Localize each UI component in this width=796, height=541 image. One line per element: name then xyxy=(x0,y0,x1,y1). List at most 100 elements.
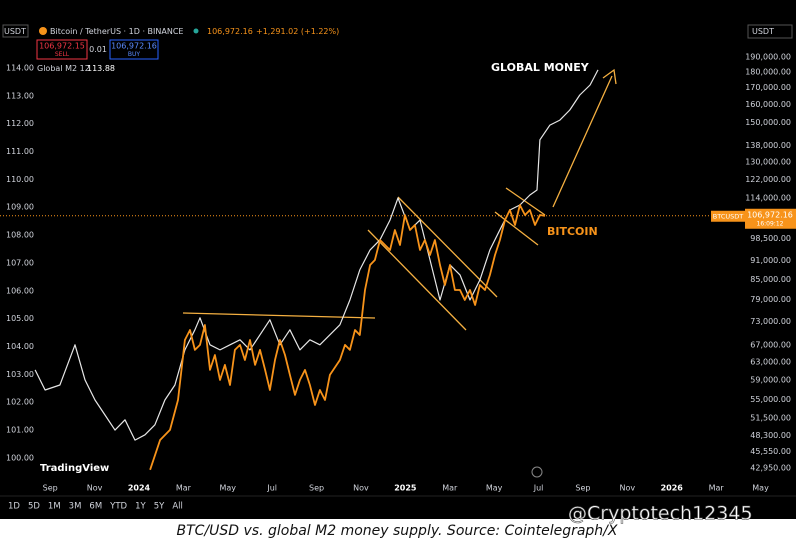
price-tag xyxy=(745,208,796,229)
y-tick-label: 110.00 xyxy=(6,175,34,184)
goto-icon[interactable] xyxy=(531,466,543,478)
range-button[interactable]: 5D xyxy=(28,502,40,512)
arrow-head xyxy=(602,68,617,85)
price-tag-countdown: 16:09:12 xyxy=(757,220,784,227)
y2-tick-label: 190,000.00 xyxy=(745,52,791,61)
symbol-title: Bitcoin / TetherUS · 1D · BINANCE xyxy=(50,27,183,36)
x-tick-label: 2026 xyxy=(661,484,684,493)
y-tick-label: 113.00 xyxy=(6,91,34,100)
x-tick-label: May xyxy=(752,484,769,493)
range-button[interactable]: YTD xyxy=(109,502,127,512)
y2-tick-label: 79,000.00 xyxy=(750,295,791,304)
y-tick-label: 105.00 xyxy=(6,314,34,323)
trendline xyxy=(494,211,539,246)
x-tick-label: 2025 xyxy=(394,484,417,493)
range-button[interactable]: 6M xyxy=(89,502,102,512)
header-price: 106,972.16 xyxy=(207,27,253,36)
y2-tick-label: 59,000.00 xyxy=(750,376,791,385)
annotation: BITCOIN xyxy=(547,225,598,238)
x-tick-label: Mar xyxy=(709,484,725,493)
y-tick-label: 104.00 xyxy=(6,342,34,351)
y2-tick-label: 63,000.00 xyxy=(750,358,791,367)
arrow xyxy=(552,75,613,208)
x-tick-label: Nov xyxy=(620,484,636,493)
trendline xyxy=(367,229,467,331)
currency-box[interactable] xyxy=(2,24,29,38)
range-buttons: 1D 5D 1M 3M 6M YTD 1Y 5Y All xyxy=(8,502,183,512)
series-line xyxy=(34,69,599,441)
x-tick-label: Sep xyxy=(43,484,58,493)
y2-tick-label: 98,500.00 xyxy=(750,234,791,243)
spread: 0.01 xyxy=(89,45,107,54)
y-tick-label: 114.00 xyxy=(6,63,34,72)
btc-icon xyxy=(39,27,47,35)
status-dot xyxy=(193,28,199,34)
x-tick-label: Jul xyxy=(533,484,544,493)
y2-tick-label: 42,950.00 xyxy=(750,463,791,472)
x-tick-label: Nov xyxy=(87,484,103,493)
y-tick-label: 108.00 xyxy=(6,231,34,240)
y-tick-label: 112.00 xyxy=(6,119,34,128)
y2-tick-label: 55,000.00 xyxy=(750,395,791,404)
y-tick-label: 109.00 xyxy=(6,203,34,212)
x-tick-label: May xyxy=(219,484,236,493)
range-button[interactable]: 1D xyxy=(8,502,20,512)
y-tick-label: 111.00 xyxy=(6,147,34,156)
y2-tick-label: 122,000.00 xyxy=(745,175,791,184)
sell-button[interactable] xyxy=(36,39,88,60)
buy-button[interactable] xyxy=(109,39,159,60)
y-tick-label: 107.00 xyxy=(6,258,34,267)
y2-tick-label: 170,000.00 xyxy=(745,83,791,92)
y2-tick-label: 73,000.00 xyxy=(750,317,791,326)
x-tick-label: Jul xyxy=(266,484,277,493)
right-currency-box[interactable] xyxy=(747,24,793,39)
y2-tick-label: 45,550.00 xyxy=(750,447,791,456)
y2-tick-label: 138,000.00 xyxy=(745,141,791,150)
symbol-tag xyxy=(711,210,745,222)
trendline xyxy=(505,187,546,216)
y-tick-label: 100.00 xyxy=(6,453,34,462)
series-line xyxy=(149,204,546,471)
y2-tick-label: 114,000.00 xyxy=(745,194,791,203)
range-button[interactable]: 5Y xyxy=(154,502,165,512)
symbol-tag-label: BTCUSDT xyxy=(713,212,743,220)
buy-label[interactable]: BUY xyxy=(128,51,141,58)
y2-tick-label: 150,000.00 xyxy=(745,118,791,127)
range-button[interactable]: 1M xyxy=(48,502,61,512)
x-tick-label: Mar xyxy=(176,484,192,493)
range-button[interactable]: 3M xyxy=(69,502,82,512)
y2-tick-label: 160,000.00 xyxy=(745,100,791,109)
x-tick-label: 2024 xyxy=(128,484,151,493)
y-tick-label: 101.00 xyxy=(6,426,34,435)
x-tick-label: Nov xyxy=(353,484,369,493)
buy-price[interactable]: 106,972.16 xyxy=(111,42,157,51)
logo: TradingView xyxy=(40,463,109,474)
x-tick-label: Sep xyxy=(309,484,324,493)
x-tick-label: Sep xyxy=(575,484,590,493)
watermark: @Cryptotech12345 xyxy=(568,503,753,525)
y-tick-label: 103.00 xyxy=(6,370,34,379)
x-tick-label: May xyxy=(486,484,503,493)
caption: BTC/USD vs. global M2 money supply. Sour… xyxy=(177,523,618,539)
range-button[interactable]: 1Y xyxy=(135,502,146,512)
y-tick-label: 106.00 xyxy=(6,286,34,295)
y2-tick-label: 48,300.00 xyxy=(750,431,791,440)
annotation: GLOBAL MONEY xyxy=(491,61,590,74)
sell-price[interactable]: 106,972.15 xyxy=(39,42,85,51)
header-change: +1,291.02 (+1.22%) xyxy=(256,27,339,36)
sell-label[interactable]: SELL xyxy=(55,51,70,58)
right-currency[interactable]: USDT xyxy=(752,27,774,36)
chart-background xyxy=(0,0,796,519)
range-button[interactable]: All xyxy=(172,502,183,512)
y2-tick-label: 85,000.00 xyxy=(750,275,791,284)
currency[interactable]: USDT xyxy=(4,27,26,36)
y-tick-label: 102.00 xyxy=(6,398,34,407)
y2-tick-label: 180,000.00 xyxy=(745,67,791,76)
y2-tick-label: 67,000.00 xyxy=(750,341,791,350)
y2-tick-label: 51,500.00 xyxy=(750,413,791,422)
m2-legend: Global M2 12 xyxy=(37,64,90,73)
y2-tick-label: 91,000.00 xyxy=(750,256,791,265)
price-tag-value: 106,972.16 xyxy=(747,210,793,219)
